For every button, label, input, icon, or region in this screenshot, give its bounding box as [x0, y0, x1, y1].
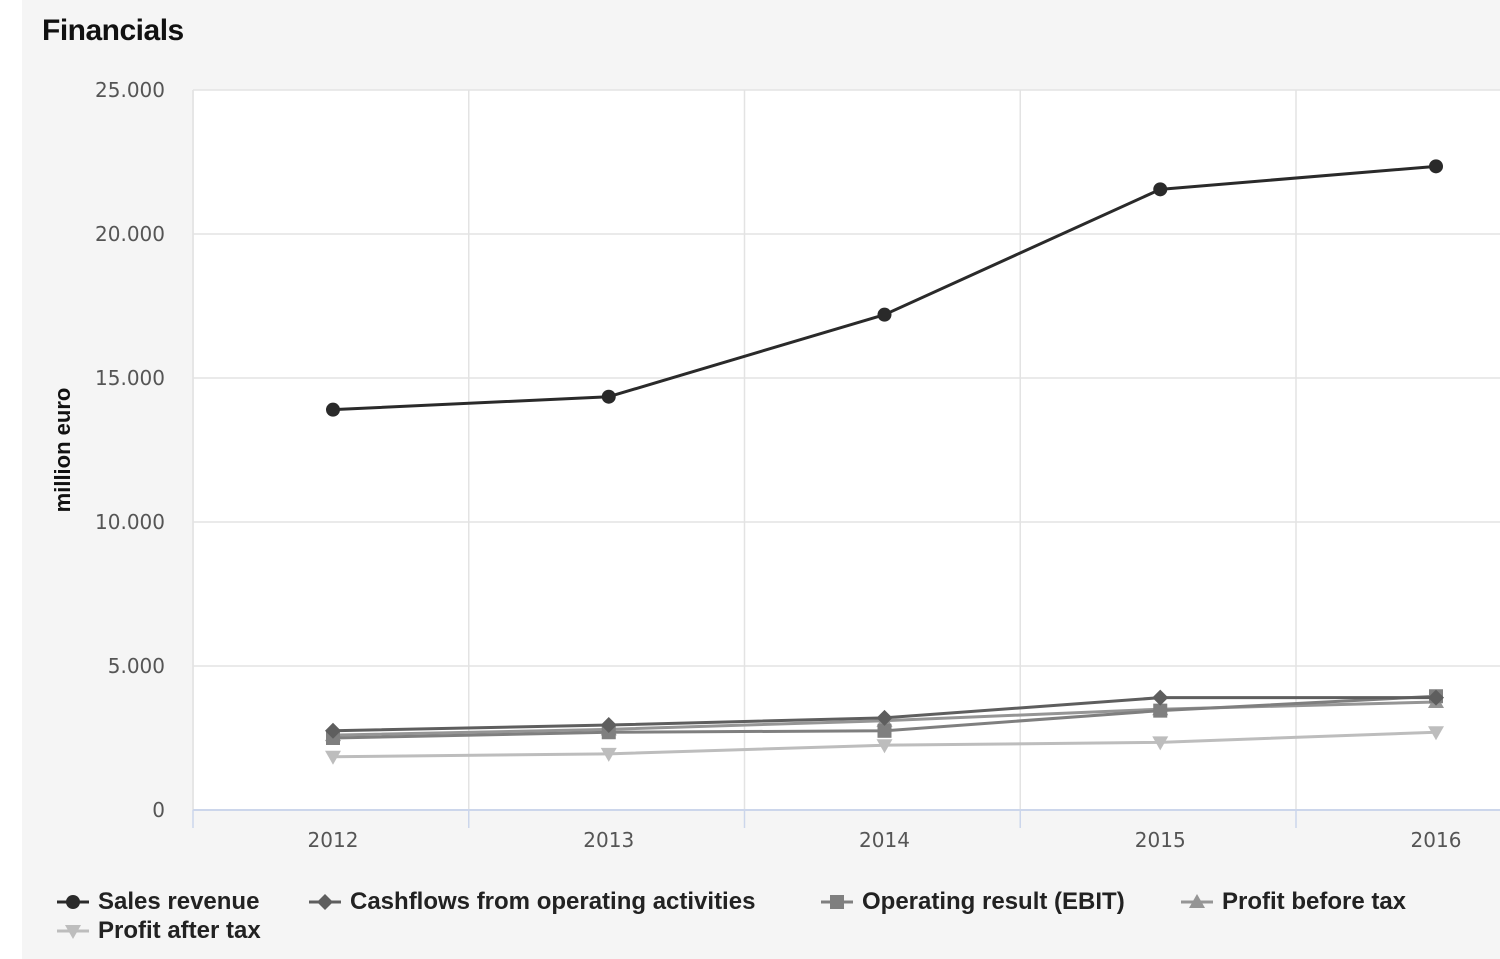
- data-point: [600, 717, 617, 734]
- y-tick-label: 0: [152, 798, 165, 822]
- data-point: [1153, 182, 1168, 197]
- data-point: [1428, 726, 1444, 741]
- data-point: [876, 709, 893, 726]
- data-point: [1429, 159, 1443, 174]
- y-axis-label: million euro: [50, 388, 75, 513]
- data-point: [1152, 689, 1169, 706]
- legend-item[interactable]: Cashflows from operating activities: [308, 888, 755, 916]
- y-tick-label: 15.000: [95, 366, 165, 390]
- y-tick-label: 25.000: [95, 78, 165, 102]
- legend-marker: [1189, 894, 1205, 908]
- legend-marker: [317, 894, 333, 910]
- data-point: [326, 402, 340, 417]
- y-tick-label: 10.000: [95, 510, 165, 534]
- y-tick-label: 20.000: [95, 222, 165, 246]
- legend-item[interactable]: Sales revenue: [56, 888, 259, 916]
- data-point: [1152, 736, 1169, 751]
- legend-label: Profit before tax: [1222, 888, 1407, 915]
- legend-item[interactable]: Profit after tax: [56, 917, 261, 945]
- x-tick-label: 2013: [583, 828, 634, 852]
- data-point: [1428, 689, 1444, 706]
- series-4: [325, 726, 1444, 765]
- data-point: [1153, 703, 1168, 718]
- plot-area: [193, 90, 1500, 810]
- x-axis-ticks: 2012 2013 2014 2015 2016: [308, 828, 1462, 852]
- legend-item[interactable]: Operating result (EBIT): [820, 888, 1125, 916]
- x-tick-label: 2015: [1135, 828, 1186, 852]
- series-1: [325, 689, 1444, 739]
- y-tick-label: 5.000: [108, 654, 165, 678]
- legend-symbol: [821, 895, 853, 909]
- data-point: [877, 723, 892, 738]
- series-group: [325, 159, 1444, 765]
- y-axis-ticks: 0 5.000 10.000 15.000 20.000 25.000: [95, 78, 165, 822]
- gridlines: [192, 89, 1500, 810]
- axes: [192, 90, 1500, 828]
- legend-symbol: [309, 894, 341, 910]
- series-0: [326, 159, 1443, 417]
- legend-symbol: [57, 895, 89, 909]
- data-point: [876, 739, 893, 754]
- data-point: [325, 722, 341, 739]
- legend-label: Cashflows from operating activities: [350, 888, 756, 915]
- legend-label: Operating result (EBIT): [862, 888, 1125, 915]
- legend-label: Profit after tax: [98, 917, 261, 944]
- legend-symbol: [1181, 894, 1213, 908]
- chart-title: Financials: [42, 14, 184, 47]
- data-point: [601, 389, 616, 404]
- legend-marker: [830, 895, 844, 909]
- data-point: [325, 750, 341, 765]
- x-tick-label: 2014: [859, 828, 910, 852]
- legend-item[interactable]: Profit before tax: [1180, 888, 1406, 916]
- data-point: [600, 747, 617, 762]
- data-point: [877, 307, 892, 322]
- legend-marker: [66, 895, 80, 909]
- legend-label: Sales revenue: [98, 888, 260, 915]
- legend-marker: [65, 925, 81, 939]
- x-tick-label: 2016: [1411, 828, 1462, 852]
- legend-symbol: [57, 925, 89, 939]
- x-tick-label: 2012: [308, 828, 359, 852]
